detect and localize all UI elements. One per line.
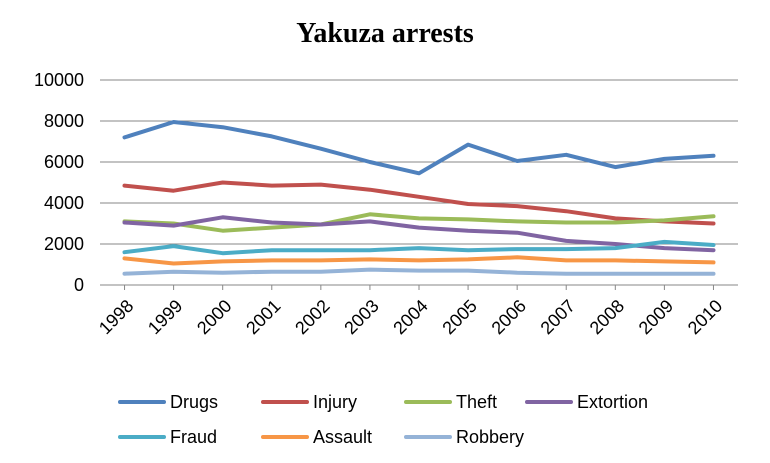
series-line-injury <box>122 180 716 226</box>
x-tick-label: 2003 <box>340 296 382 338</box>
series-line-drugs <box>122 120 716 176</box>
y-tick-label: 0 <box>74 275 84 295</box>
legend-label-assault: Assault <box>313 427 372 447</box>
x-tick-label: 2010 <box>684 296 726 338</box>
legend-label-drugs: Drugs <box>170 392 218 412</box>
y-tick-label: 4000 <box>44 193 84 213</box>
series-line-theft <box>122 212 716 233</box>
y-tick-label: 10000 <box>34 70 84 90</box>
legend-label-extortion: Extortion <box>577 392 648 412</box>
x-tick-label: 2001 <box>242 296 284 338</box>
x-tick-label: 2002 <box>291 296 333 338</box>
series-line-robbery <box>122 267 716 276</box>
legend-label-fraud: Fraud <box>170 427 217 447</box>
y-tick-label: 6000 <box>44 152 84 172</box>
legend-label-robbery: Robbery <box>456 427 524 447</box>
x-tick-label: 2005 <box>438 296 480 338</box>
x-tick-label: 2007 <box>537 296 579 338</box>
x-tick-label: 1999 <box>144 296 186 338</box>
legend-label-injury: Injury <box>313 392 357 412</box>
legend-label-theft: Theft <box>456 392 497 412</box>
x-tick-label: 2006 <box>488 296 530 338</box>
series-line-extortion <box>122 215 716 253</box>
series-line-fraud <box>122 239 716 256</box>
x-tick-label: 1998 <box>95 296 137 338</box>
x-tick-label: 2000 <box>193 296 235 338</box>
x-tick-label: 2004 <box>389 296 431 338</box>
x-tick-label: 2008 <box>586 296 628 338</box>
chart-title: Yakuza arrests <box>296 18 474 49</box>
y-tick-label: 2000 <box>44 234 84 254</box>
series-line-assault <box>122 255 716 266</box>
y-tick-label: 8000 <box>44 111 84 131</box>
x-tick-label: 2009 <box>635 296 677 338</box>
